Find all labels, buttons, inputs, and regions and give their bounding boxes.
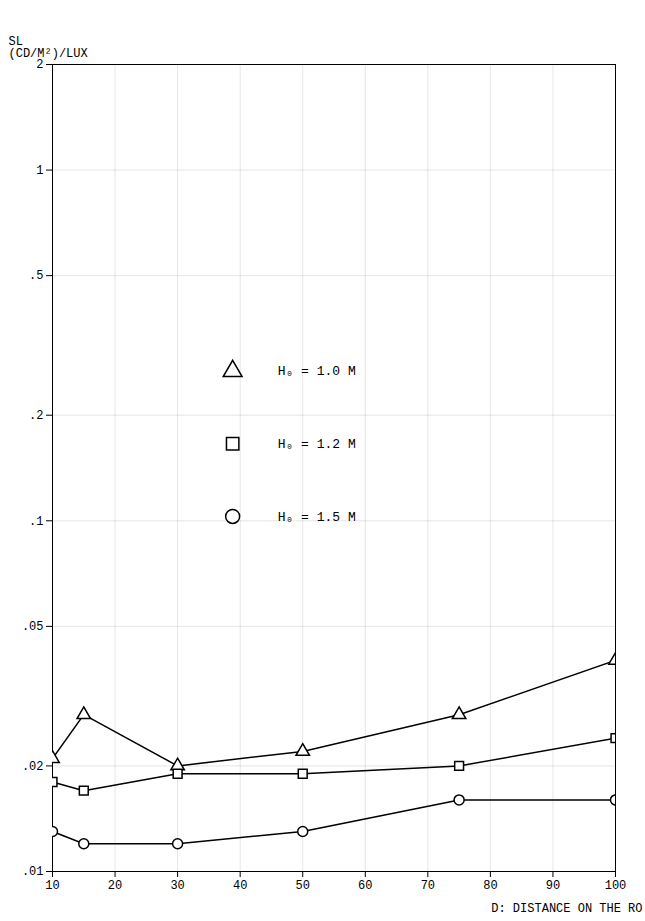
- svg-text:90: 90: [546, 879, 560, 893]
- svg-text:50: 50: [296, 879, 310, 893]
- svg-text:H₀ = 1.2 M: H₀ = 1.2 M: [278, 437, 356, 452]
- svg-text:2: 2: [36, 58, 44, 73]
- svg-text:H₀ = 1.0 M: H₀ = 1.0 M: [278, 364, 356, 379]
- svg-text:.2: .2: [29, 409, 43, 423]
- svg-text:1: 1: [36, 164, 43, 178]
- svg-text:70: 70: [421, 879, 435, 893]
- svg-text:D: DISTANCE ON THE RO: D: DISTANCE ON THE RO: [491, 902, 642, 916]
- svg-text:60: 60: [358, 879, 372, 893]
- svg-text:.05: .05: [22, 620, 44, 634]
- svg-text:.01: .01: [22, 865, 44, 879]
- svg-text:.5: .5: [29, 269, 43, 283]
- svg-text:.1: .1: [29, 515, 43, 529]
- svg-text:H₀ = 1.5 M: H₀ = 1.5 M: [278, 510, 356, 525]
- svg-text:SL(CD/M²)/LUX: SL(CD/M²)/LUX: [9, 35, 88, 61]
- svg-text:10: 10: [45, 879, 59, 893]
- svg-text:.02: .02: [22, 760, 44, 774]
- svg-text:20: 20: [108, 879, 122, 893]
- svg-text:100: 100: [605, 879, 627, 893]
- svg-text:40: 40: [233, 879, 247, 893]
- svg-text:30: 30: [170, 879, 184, 893]
- svg-text:80: 80: [483, 879, 497, 893]
